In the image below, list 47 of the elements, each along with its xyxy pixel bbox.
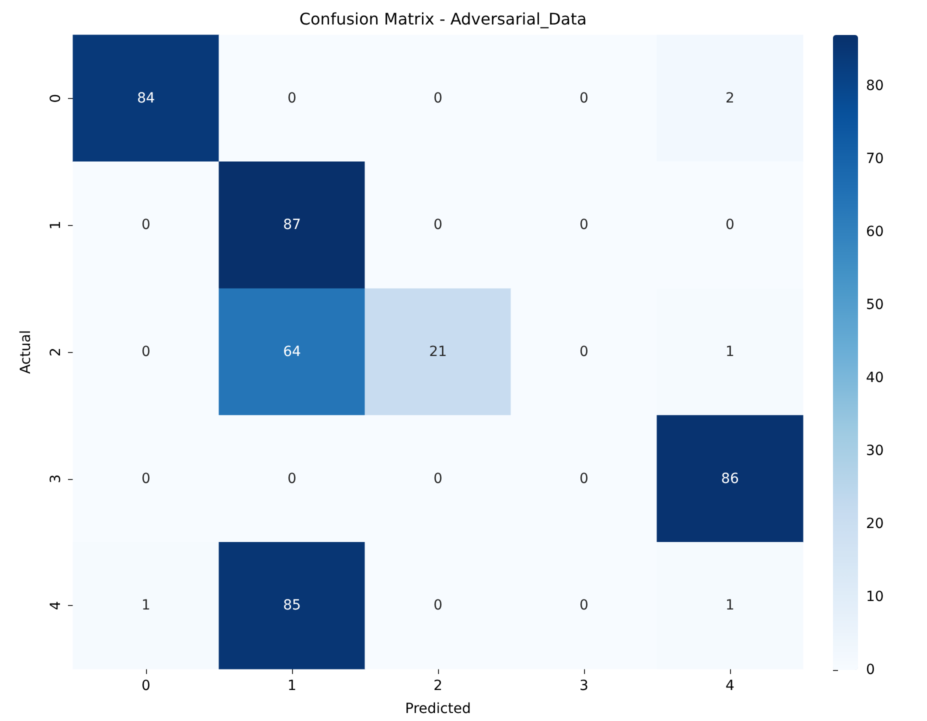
chart-title: Confusion Matrix - Adversarial_Data <box>299 10 587 28</box>
data-label: 0 <box>580 598 588 614</box>
data-label: 0 <box>434 217 442 234</box>
data-label: 0 <box>434 598 442 614</box>
data-label: 85 <box>283 598 301 614</box>
x-tick-label: 4 <box>726 678 735 694</box>
data-label: 1 <box>726 344 734 360</box>
data-label: 0 <box>142 217 150 234</box>
data-label: 1 <box>142 598 150 614</box>
data-label: 1 <box>726 598 734 614</box>
data-label: 0 <box>434 470 442 487</box>
data-label: 0 <box>434 90 442 106</box>
color-bar-label: 60 <box>866 224 884 240</box>
color-bar-label: 40 <box>866 370 884 386</box>
y-tick-label: 0 <box>48 94 64 103</box>
color-bar-label: 70 <box>866 151 884 168</box>
color-bar-label: 50 <box>866 297 884 314</box>
data-label: 0 <box>580 470 588 487</box>
y-tick-label: 1 <box>48 220 64 230</box>
data-label: 0 <box>580 90 588 106</box>
data-label: 0 <box>288 90 296 106</box>
x-tick-label: 3 <box>580 678 588 694</box>
data-label: 86 <box>721 470 739 487</box>
data-label: 0 <box>288 470 296 487</box>
y-axis-title: Actual <box>18 330 34 374</box>
data-label: 0 <box>580 344 588 360</box>
color-bar-label: 30 <box>866 443 884 460</box>
data-label: 0 <box>580 217 588 234</box>
y-tick-label: 2 <box>48 348 64 356</box>
data-label: 64 <box>283 344 301 360</box>
x-axis-title: Predicted <box>405 701 471 717</box>
data-label: 87 <box>283 217 301 234</box>
y-tick-label: 3 <box>48 474 64 484</box>
color-bar-label: 20 <box>866 516 884 532</box>
data-label: 0 <box>726 217 734 234</box>
y-tick-label: 4 <box>48 601 64 610</box>
data-label: 0 <box>142 470 150 487</box>
data-label: 84 <box>137 90 155 106</box>
color-bar-label: 0 <box>866 662 875 678</box>
data-label: 21 <box>429 344 447 360</box>
data-label: 2 <box>726 90 734 106</box>
data-label: 0 <box>142 344 150 360</box>
x-tick-label: 0 <box>142 678 150 694</box>
color-bar-label: 10 <box>866 589 884 606</box>
color-bar-label: 80 <box>866 78 884 94</box>
x-tick-label: 2 <box>434 678 442 694</box>
x-tick-label: 1 <box>288 678 296 694</box>
